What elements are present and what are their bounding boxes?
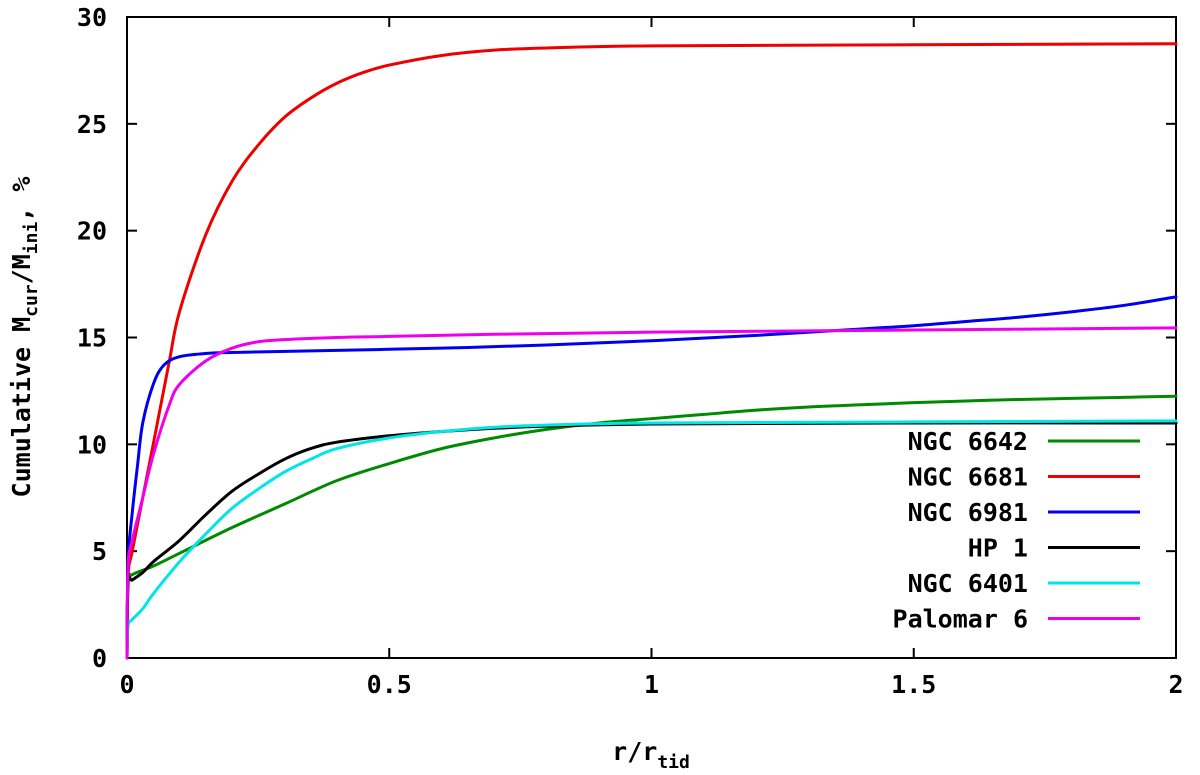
series-lines [125, 42, 1178, 660]
legend-label: NGC 6681 [908, 463, 1028, 492]
legend-label: NGC 6642 [908, 427, 1028, 456]
x-tick-label: 1 [644, 670, 659, 699]
y-tick-label: 25 [77, 110, 107, 139]
legend-label: Palomar 6 [893, 605, 1028, 634]
y-axis-label: Cumulative Mcur/Mini, % [7, 177, 42, 498]
legend-entry-ngc-6401: NGC 6401 [908, 569, 1140, 598]
legend-entry-ngc-6981: NGC 6981 [908, 498, 1140, 527]
y-tick-label: 10 [77, 430, 107, 459]
series-line-ngc-6401 [125, 419, 1178, 660]
legend-entry-ngc-6642: NGC 6642 [908, 427, 1140, 456]
y-tick-label: 15 [77, 324, 107, 353]
series-line-palomar-6 [125, 326, 1178, 660]
x-tick-label: 0.5 [367, 670, 412, 699]
legend-entry-ngc-6681: NGC 6681 [908, 463, 1140, 492]
y-axis-label-sub2: ini [21, 222, 42, 255]
x-axis-label-sub: tid [657, 752, 690, 773]
y-axis-label-mid: /M [7, 254, 36, 284]
x-tick-label: 1.5 [891, 670, 936, 699]
y-tick-label: 20 [77, 217, 107, 246]
legend-label: NGC 6981 [908, 498, 1028, 527]
legend: NGC 6642 NGC 6681 NGC 6981 HP 1 NGC 6401 Palo… [893, 427, 1140, 634]
y-tick-label: 0 [92, 644, 107, 673]
x-axis-label: r/rtid [612, 737, 690, 773]
x-tick-label: 0 [119, 670, 134, 699]
series-line-ngc-6981 [125, 295, 1178, 660]
y-axis-label-pre: Cumulative M [7, 317, 36, 498]
y-axis-label-sub1: cur [21, 284, 42, 317]
y-tick-label: 5 [92, 537, 107, 566]
y-tick-label: 30 [77, 3, 107, 32]
x-axis-label-main: r/r [612, 737, 657, 766]
legend-entry-hp-1: HP 1 [968, 534, 1140, 563]
legend-label: NGC 6401 [908, 569, 1028, 598]
x-tick-label: 2 [1168, 670, 1183, 699]
y-axis-label-post: , % [7, 177, 36, 222]
legend-label: HP 1 [968, 534, 1028, 563]
legend-entry-palomar-6: Palomar 6 [893, 605, 1140, 634]
